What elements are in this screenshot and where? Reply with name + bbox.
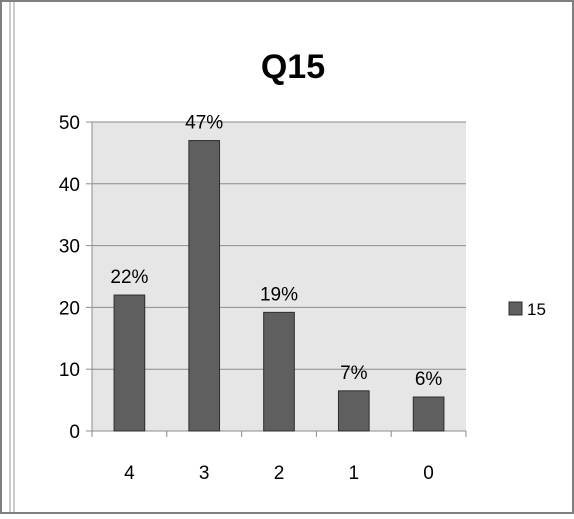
bar-1 <box>337 390 370 432</box>
x-tick-label-2: 2 <box>274 463 285 484</box>
y-tick-label: 50 <box>59 113 80 134</box>
bar-0 <box>412 396 445 432</box>
bar-4 <box>113 294 146 432</box>
x-tick-label-0: 0 <box>423 463 434 484</box>
x-tick-label-1: 1 <box>349 463 360 484</box>
bar-3 <box>188 140 221 432</box>
data-label-0: 6% <box>415 369 443 390</box>
x-tick-label-3: 3 <box>199 463 210 484</box>
data-label-4: 22% <box>110 267 148 288</box>
x-tick-label-4: 4 <box>124 463 135 484</box>
data-labels: 22% 47% 19% 7% 6% <box>110 113 442 390</box>
y-tick-label: 30 <box>59 237 80 258</box>
legend: 15 <box>508 300 546 319</box>
legend-swatch <box>508 301 523 316</box>
chart-title: Q15 <box>261 48 325 86</box>
data-label-2: 19% <box>260 284 298 305</box>
y-tick-label: 0 <box>69 422 80 443</box>
legend-label: 15 <box>527 300 546 319</box>
bars <box>113 140 445 432</box>
y-tick-label: 10 <box>59 360 80 381</box>
y-tick-label: 20 <box>59 298 80 319</box>
data-label-1: 7% <box>340 363 368 384</box>
data-label-3: 47% <box>185 113 223 134</box>
bar-2 <box>263 311 295 432</box>
y-tick-label: 40 <box>59 175 80 196</box>
